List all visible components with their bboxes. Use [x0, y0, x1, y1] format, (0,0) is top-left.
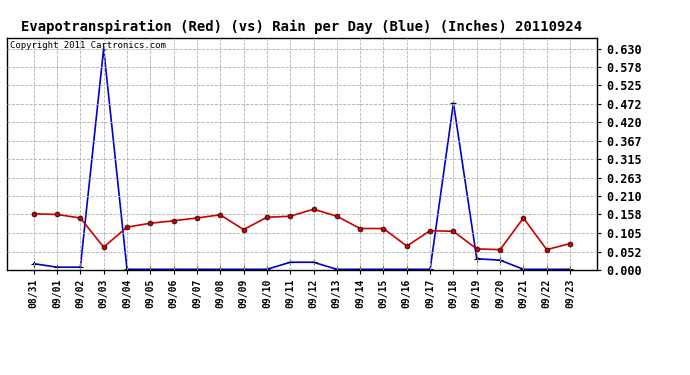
Text: Copyright 2011 Cartronics.com: Copyright 2011 Cartronics.com [10, 41, 166, 50]
Title: Evapotranspiration (Red) (vs) Rain per Day (Blue) (Inches) 20110924: Evapotranspiration (Red) (vs) Rain per D… [21, 20, 582, 33]
